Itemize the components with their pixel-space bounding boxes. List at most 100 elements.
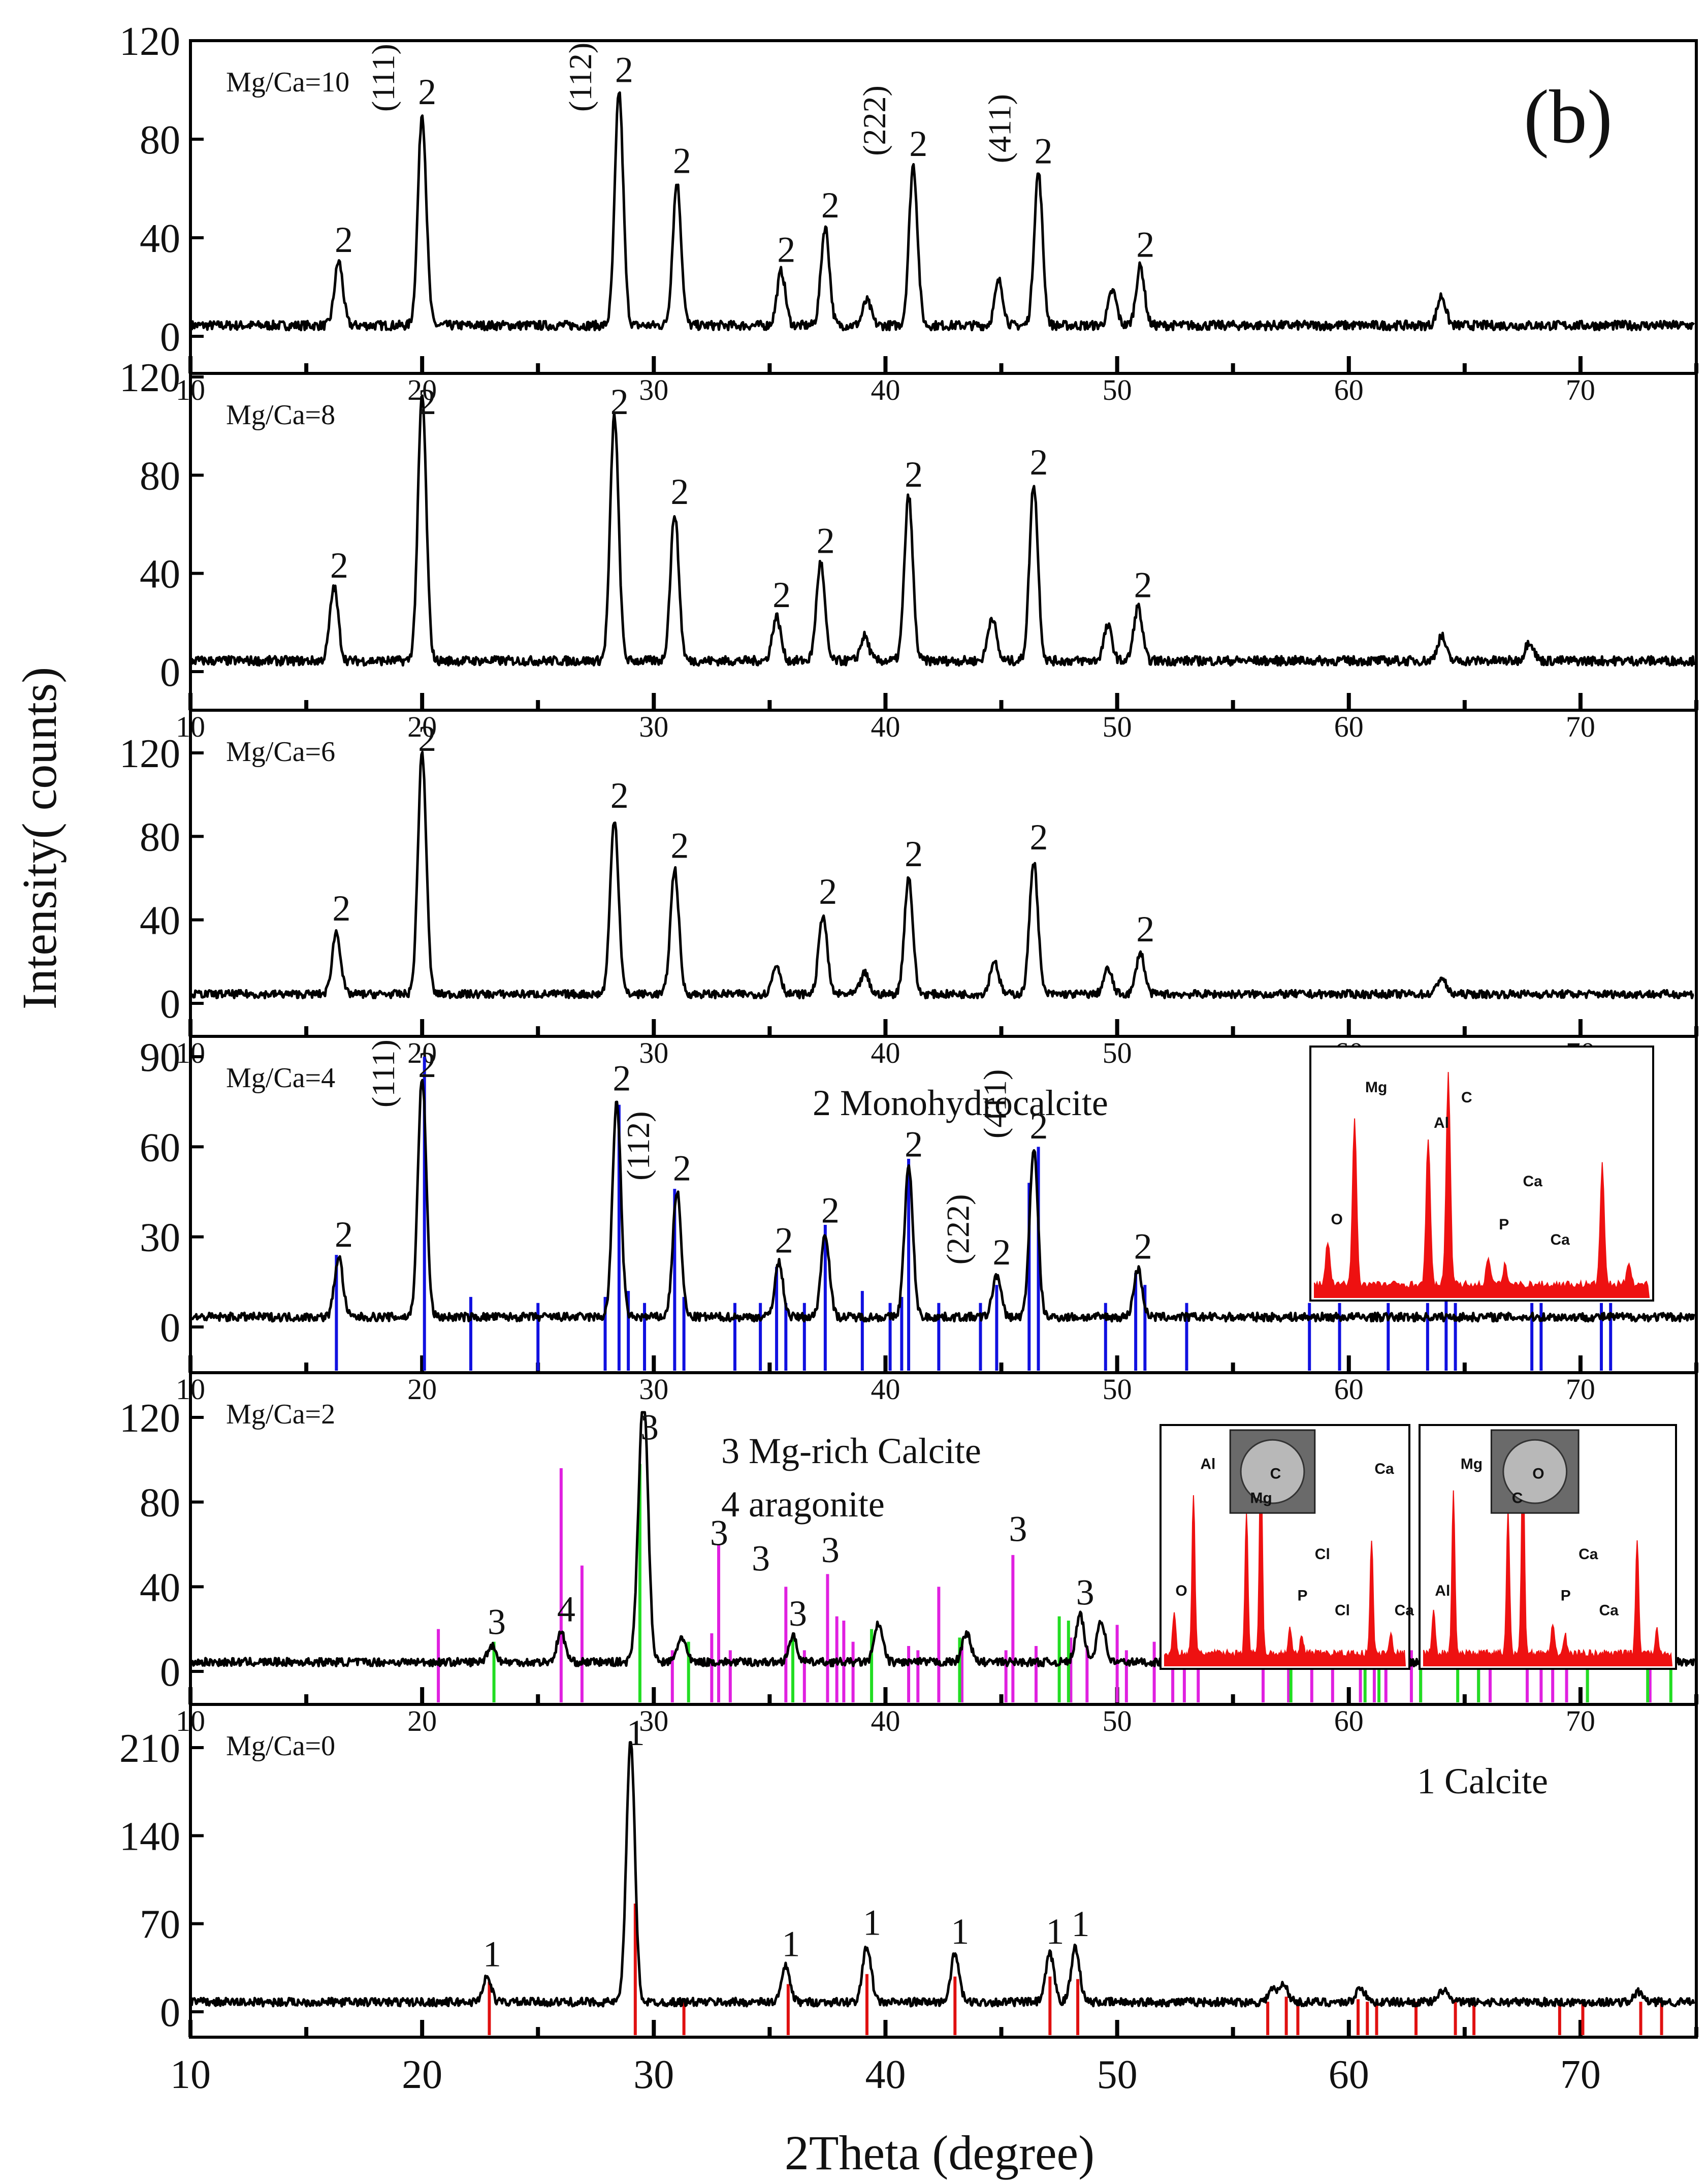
peak-mark-label: 2 xyxy=(1029,442,1048,483)
x-tick-label: 40 xyxy=(871,710,900,743)
phase-legend: 3 Mg-rich Calcite xyxy=(721,1431,981,1471)
peak-mark-label: 3 xyxy=(1009,1508,1027,1549)
edx-element-label: O xyxy=(1175,1582,1187,1599)
x-tick-label: 30 xyxy=(639,373,668,406)
edx-element-label: Al xyxy=(1200,1455,1215,1472)
x-tick-label: 50 xyxy=(1097,2052,1138,2097)
peak-mark-label: 1 xyxy=(483,1934,501,1974)
edx-element-label: Mg xyxy=(1365,1079,1387,1096)
peak-mark-label: 2 xyxy=(610,382,629,422)
peak-mark-label: 2 xyxy=(817,521,835,561)
peak-mark-label: 1 xyxy=(782,1924,800,1965)
peak-mark-label: 2 xyxy=(819,871,837,912)
x-tick-label: 30 xyxy=(639,710,668,743)
peak-mark-label: 2 xyxy=(775,1220,793,1261)
edx-element-label: P xyxy=(1298,1588,1308,1604)
peak-mark-label: 2 xyxy=(1035,131,1053,171)
x-tick-label: 50 xyxy=(1103,373,1132,406)
peak-mark-label: 2 xyxy=(909,123,927,164)
peak-mark-label: 4 xyxy=(557,1589,575,1630)
edx-element-label: Ca xyxy=(1374,1461,1394,1477)
hkl-label: (222) xyxy=(856,85,892,156)
edx-frame xyxy=(1309,1046,1654,1302)
edx-spectrum xyxy=(1423,1450,1673,1666)
y-tick-label: 30 xyxy=(140,1216,180,1260)
panel-ratio-label: Mg/Ca=0 xyxy=(226,1730,335,1762)
x-tick-label: 20 xyxy=(407,710,437,743)
y-tick-label: 80 xyxy=(140,1481,180,1526)
xrd-pattern-line xyxy=(190,394,1695,667)
peak-mark-label: 3 xyxy=(821,1530,840,1570)
y-tick-label: 40 xyxy=(140,216,180,261)
y-tick-label: 70 xyxy=(140,1903,180,1947)
x-tick-label: 50 xyxy=(1103,1036,1132,1069)
panel-ratio-label: Mg/Ca=2 xyxy=(226,1399,335,1430)
peak-mark-label: 2 xyxy=(821,1190,840,1230)
peak-mark-label: 2 xyxy=(992,1232,1011,1273)
sem-particle xyxy=(1502,1439,1568,1504)
peak-mark-label: 2 xyxy=(1134,1226,1152,1267)
peak-mark-label: 3 xyxy=(640,1407,659,1447)
y-tick-label: 140 xyxy=(119,1814,180,1859)
x-tick-label: 40 xyxy=(871,1036,900,1069)
hkl-label: (411) xyxy=(977,1069,1013,1138)
y-tick-label: 80 xyxy=(140,815,180,860)
x-tick-label: 40 xyxy=(871,1373,900,1406)
peak-mark-label: 3 xyxy=(789,1593,807,1634)
peak-mark-label: 2 xyxy=(905,1124,923,1164)
panel-ratio-label: Mg/Ca=6 xyxy=(226,736,335,768)
y-tick-label: 120 xyxy=(119,732,180,776)
x-tick-label: 40 xyxy=(871,1704,900,1737)
phase-legend: 2 Monohydrocalcite xyxy=(813,1083,1108,1123)
edx-element-label: Mg xyxy=(1250,1490,1272,1507)
peak-mark-label: 2 xyxy=(905,454,923,495)
panel-frame xyxy=(189,1703,1698,2039)
xrd-pattern-line xyxy=(190,750,1694,1000)
peak-mark-label: 2 xyxy=(418,72,436,112)
peak-mark-label: 3 xyxy=(1076,1572,1094,1612)
edx-element-label: Mg xyxy=(1461,1455,1483,1472)
peak-mark-label: 2 xyxy=(418,1044,436,1085)
peak-mark-label: 2 xyxy=(335,219,353,260)
panel-ratio-label: Mg/Ca=8 xyxy=(226,399,335,431)
peak-mark-label: 3 xyxy=(752,1538,770,1579)
peak-mark-label: 2 xyxy=(418,718,436,759)
edx-element-label: Ca xyxy=(1523,1173,1543,1190)
x-tick-label: 50 xyxy=(1103,710,1132,743)
x-tick-label: 60 xyxy=(1334,373,1364,406)
edx-spectrum xyxy=(1164,1445,1406,1666)
x-tick-label: 30 xyxy=(639,1373,668,1406)
y-tick-label: 0 xyxy=(160,315,180,360)
hkl-label: (222) xyxy=(940,1194,976,1265)
edx-element-label: Al xyxy=(1434,1115,1449,1131)
y-tick-label: 60 xyxy=(140,1125,180,1170)
peak-mark-label: 2 xyxy=(673,1148,691,1189)
x-tick-label: 70 xyxy=(1566,1704,1595,1737)
peak-mark-label: 1 xyxy=(1072,1904,1090,1944)
hkl-label: (111) xyxy=(365,44,401,112)
hkl-label: (411) xyxy=(982,94,1018,163)
peak-mark-label: 3 xyxy=(710,1513,728,1554)
x-tick-label: 60 xyxy=(1334,1373,1364,1406)
y-tick-label: 0 xyxy=(160,1306,180,1350)
peak-mark-label: 1 xyxy=(951,1911,969,1952)
edx-element-label: Al xyxy=(1435,1582,1450,1599)
y-tick-label: 120 xyxy=(119,356,180,400)
peak-mark-label: 2 xyxy=(673,141,691,181)
y-tick-label: 0 xyxy=(160,650,180,695)
x-axis-title: 2Theta (degree) xyxy=(785,2126,1094,2180)
peak-mark-label: 1 xyxy=(863,1903,881,1943)
x-tick-label: 50 xyxy=(1103,1373,1132,1406)
edx-element-label: Ca xyxy=(1579,1546,1598,1563)
peak-mark-label: 2 xyxy=(1029,1106,1048,1147)
hkl-label: (111) xyxy=(365,1039,401,1107)
y-tick-label: 120 xyxy=(119,1396,180,1441)
peak-mark-label: 2 xyxy=(335,1214,353,1255)
phase-legend: 1 Calcite xyxy=(1417,1761,1548,1801)
x-tick-label: 70 xyxy=(1566,373,1595,406)
xrd-pattern-line xyxy=(190,1741,1695,2008)
peak-mark-label: 2 xyxy=(1136,909,1154,949)
x-tick-label: 20 xyxy=(407,1036,437,1069)
